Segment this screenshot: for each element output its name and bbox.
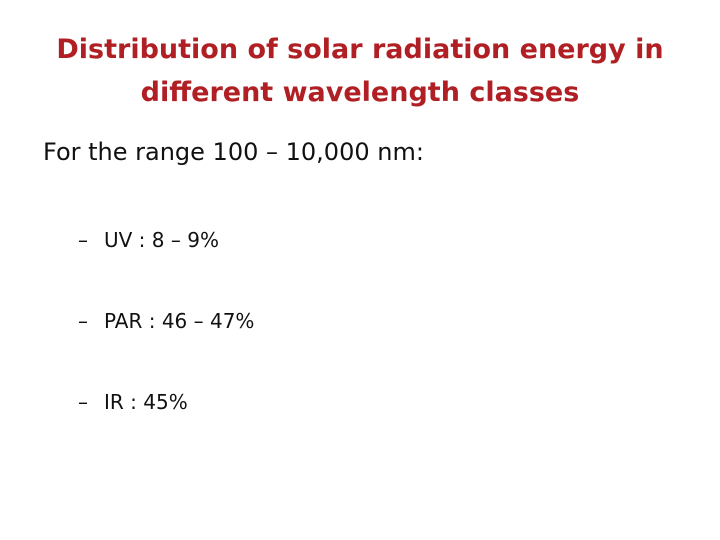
bullet-item-par: – PAR : 46 – 47% xyxy=(78,301,254,341)
intro-text: For the range 100 – 10,000 nm: xyxy=(43,138,424,166)
bullet-marker: – xyxy=(78,228,88,252)
bullet-marker: – xyxy=(78,309,88,333)
bullet-text-par: PAR : 46 – 47% xyxy=(104,309,255,333)
slide-title-line-1: Distribution of solar radiation energy i… xyxy=(56,34,664,65)
bullet-item-ir: – IR : 45% xyxy=(78,382,254,422)
bullet-item-uv: – UV : 8 – 9% xyxy=(78,220,254,260)
bullet-marker: – xyxy=(78,390,88,414)
slide-title: Distribution of solar radiation energy i… xyxy=(36,28,684,114)
slide-title-line-2: different wavelength classes xyxy=(140,77,580,108)
bullet-list: – UV : 8 – 9% – PAR : 46 – 47% – IR : 45% xyxy=(78,220,254,422)
bullet-text-ir: IR : 45% xyxy=(104,390,188,414)
bullet-text-uv: UV : 8 – 9% xyxy=(104,228,219,252)
